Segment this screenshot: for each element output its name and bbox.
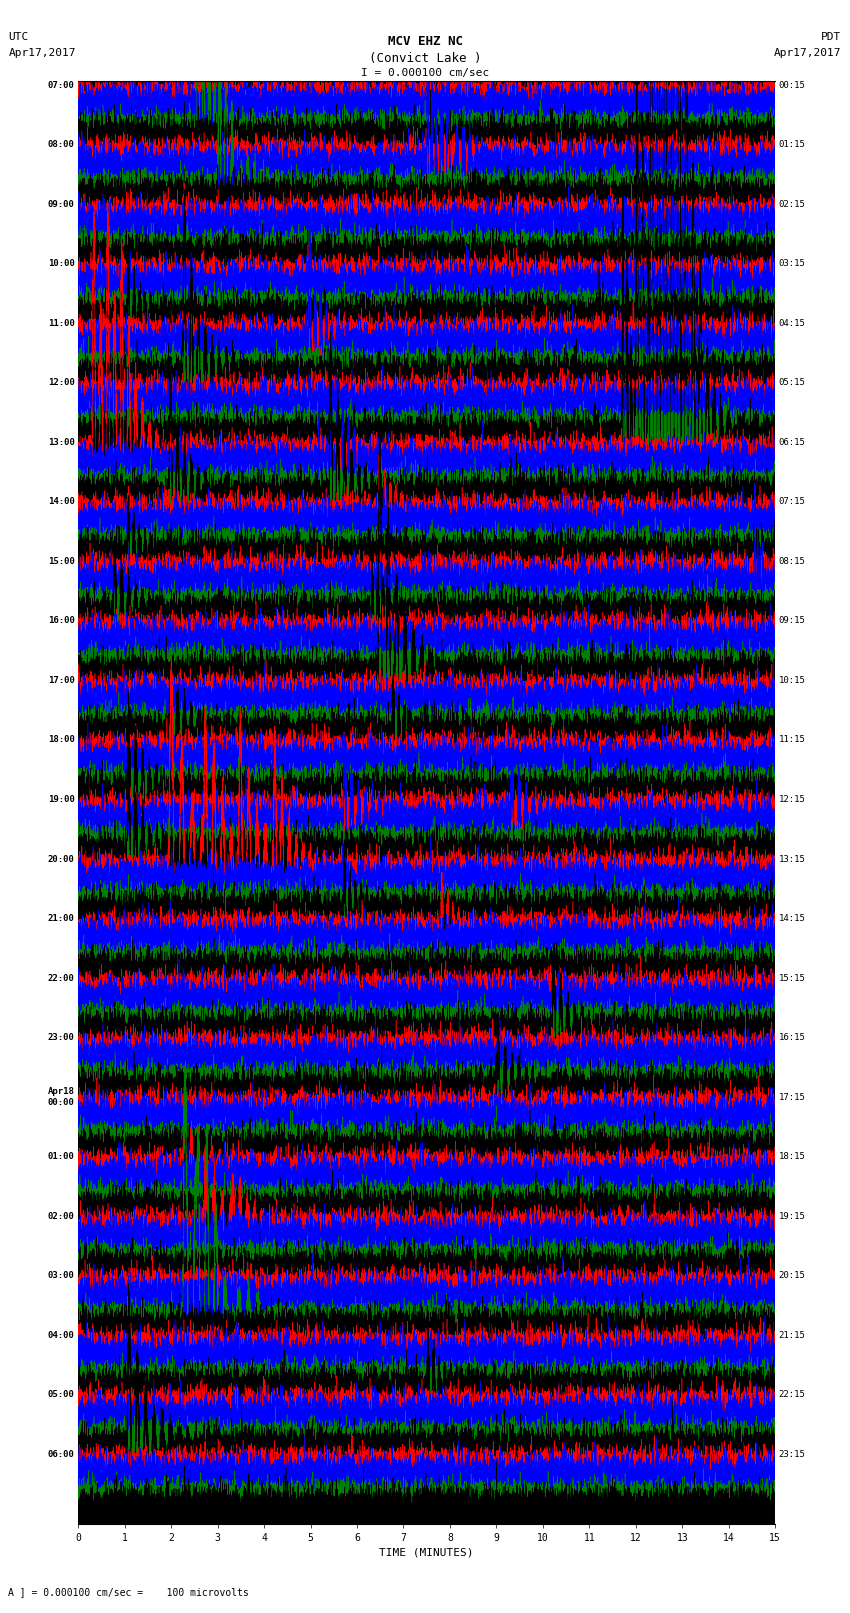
Text: 03:00: 03:00 <box>48 1271 75 1281</box>
Text: 08:15: 08:15 <box>779 556 806 566</box>
Text: 07:15: 07:15 <box>779 497 806 506</box>
Text: A ] = 0.000100 cm/sec =    100 microvolts: A ] = 0.000100 cm/sec = 100 microvolts <box>8 1587 249 1597</box>
Text: Apr18
00:00: Apr18 00:00 <box>48 1087 75 1107</box>
Text: PDT: PDT <box>821 32 842 42</box>
Text: 18:00: 18:00 <box>48 736 75 745</box>
Text: 04:00: 04:00 <box>48 1331 75 1340</box>
Text: 23:00: 23:00 <box>48 1032 75 1042</box>
Text: 13:15: 13:15 <box>779 855 806 863</box>
Text: 19:15: 19:15 <box>779 1211 806 1221</box>
Text: 23:15: 23:15 <box>779 1450 806 1458</box>
Text: 04:15: 04:15 <box>779 319 806 327</box>
Text: 17:00: 17:00 <box>48 676 75 686</box>
Text: 20:15: 20:15 <box>779 1271 806 1281</box>
Text: Apr17,2017: Apr17,2017 <box>774 48 842 58</box>
Text: 14:15: 14:15 <box>779 915 806 923</box>
Text: 15:00: 15:00 <box>48 556 75 566</box>
Text: 01:00: 01:00 <box>48 1152 75 1161</box>
Text: 20:00: 20:00 <box>48 855 75 863</box>
Text: 12:00: 12:00 <box>48 379 75 387</box>
Text: UTC: UTC <box>8 32 29 42</box>
Text: 16:15: 16:15 <box>779 1032 806 1042</box>
Text: 01:15: 01:15 <box>779 140 806 148</box>
Text: (Convict Lake ): (Convict Lake ) <box>369 52 481 65</box>
Text: Apr17,2017: Apr17,2017 <box>8 48 76 58</box>
Text: 21:15: 21:15 <box>779 1331 806 1340</box>
Text: 09:00: 09:00 <box>48 200 75 208</box>
Text: 06:00: 06:00 <box>48 1450 75 1458</box>
Text: 15:15: 15:15 <box>779 974 806 982</box>
Text: 09:15: 09:15 <box>779 616 806 626</box>
X-axis label: TIME (MINUTES): TIME (MINUTES) <box>379 1547 474 1558</box>
Text: 21:00: 21:00 <box>48 915 75 923</box>
Text: 07:00: 07:00 <box>48 81 75 90</box>
Text: 13:00: 13:00 <box>48 437 75 447</box>
Text: 02:15: 02:15 <box>779 200 806 208</box>
Text: 22:00: 22:00 <box>48 974 75 982</box>
Text: 00:15: 00:15 <box>779 81 806 90</box>
Text: I = 0.000100 cm/sec: I = 0.000100 cm/sec <box>361 68 489 77</box>
Text: 02:00: 02:00 <box>48 1211 75 1221</box>
Text: 12:15: 12:15 <box>779 795 806 803</box>
Text: 05:15: 05:15 <box>779 379 806 387</box>
Text: 14:00: 14:00 <box>48 497 75 506</box>
Text: 08:00: 08:00 <box>48 140 75 148</box>
Text: 10:00: 10:00 <box>48 260 75 268</box>
Text: 17:15: 17:15 <box>779 1092 806 1102</box>
Text: 11:15: 11:15 <box>779 736 806 745</box>
Text: 19:00: 19:00 <box>48 795 75 803</box>
Text: 05:00: 05:00 <box>48 1390 75 1400</box>
Text: 16:00: 16:00 <box>48 616 75 626</box>
Text: 10:15: 10:15 <box>779 676 806 686</box>
Text: 11:00: 11:00 <box>48 319 75 327</box>
Text: MCV EHZ NC: MCV EHZ NC <box>388 35 462 48</box>
Text: 22:15: 22:15 <box>779 1390 806 1400</box>
Text: 18:15: 18:15 <box>779 1152 806 1161</box>
Text: 03:15: 03:15 <box>779 260 806 268</box>
Text: 06:15: 06:15 <box>779 437 806 447</box>
